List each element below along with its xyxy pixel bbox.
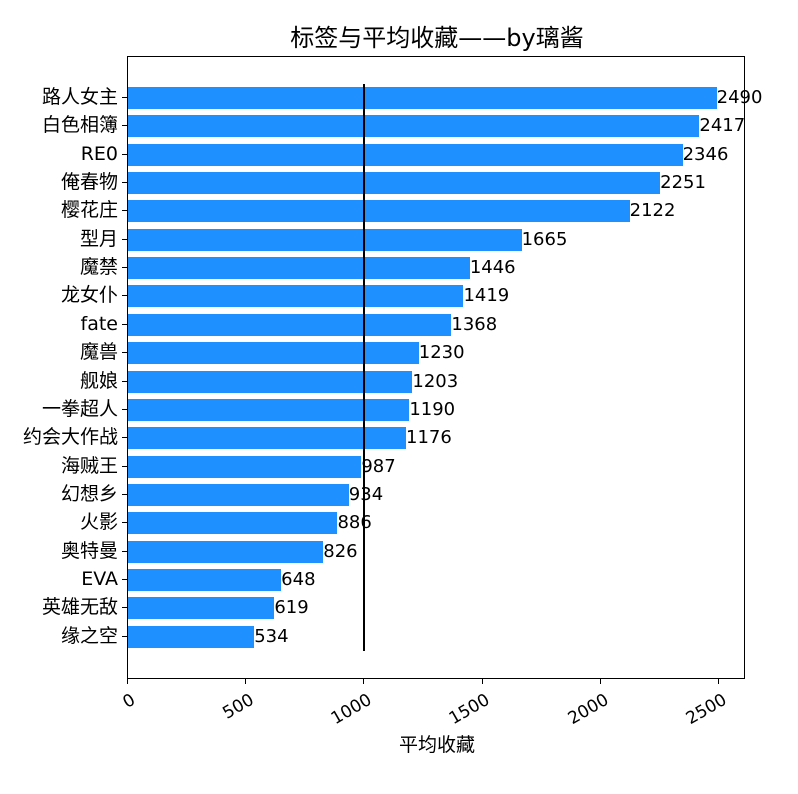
y-tick-label: 英雄无敌 [41,596,118,619]
y-tick [122,635,127,637]
y-tick-label: 樱花庄 [60,199,118,222]
bar [128,285,464,308]
y-tick [122,380,127,382]
bar [128,257,470,280]
x-tick-label: 500 [219,690,258,724]
y-tick [122,550,127,552]
bar-value-label: 648 [281,568,316,590]
y-tick-label: 路人女主 [41,86,118,108]
bar-value-label: 534 [254,625,289,647]
y-tick-label: fate [80,312,118,335]
y-tick-label: 约会大作战 [22,426,118,449]
x-tick [127,679,128,684]
y-tick [122,352,127,354]
x-tick [481,679,483,684]
y-tick-label: 白色相簿 [41,114,118,137]
chart-title: 标签与平均收藏——by璃酱 [290,24,584,52]
bar-value-label: 934 [348,483,384,505]
bar [128,115,700,138]
bar-value-label: 2346 [682,143,729,165]
bar [128,568,282,591]
reference-line [363,84,366,651]
y-tick-label: 舰娘 [79,369,118,392]
bar [128,313,452,336]
x-tick-label: 2500 [682,690,730,729]
y-tick-label: 缘之空 [60,624,118,647]
bar-value-label: 1419 [463,285,510,307]
bar [128,200,630,223]
y-tick-label: 魔禁 [79,256,118,279]
y-tick [122,153,127,155]
bar [128,512,338,535]
bar [128,427,406,450]
y-tick [122,493,127,495]
bar-value-label: 1230 [418,342,465,364]
bar [128,370,413,393]
bar [128,143,683,166]
y-tick-label: RE0 [80,142,118,165]
y-tick-label: 俺春物 [60,171,118,194]
y-tick [122,97,127,98]
bar-value-label: 1190 [409,398,456,420]
y-tick-label: 火影 [79,511,118,534]
bar [128,455,362,478]
bar-value-label: 886 [337,512,372,534]
bar [128,483,349,506]
x-tick [599,679,601,684]
x-tick-label: 2000 [564,690,612,729]
bar-value-label: 619 [274,597,309,619]
bar-value-label: 2251 [660,172,706,194]
y-tick [122,323,127,325]
y-tick [122,465,127,467]
x-tick [363,679,365,684]
x-tick [718,679,719,684]
x-tick-label: 1500 [446,690,494,729]
x-tick [245,679,247,684]
y-tick [122,267,127,269]
x-tick-label: 0 [119,690,139,713]
y-tick [122,578,127,580]
bar [128,342,419,365]
y-tick-label: 海贼王 [60,454,118,477]
y-tick-label: 魔兽 [79,341,118,364]
y-tick-label: 型月 [79,227,118,250]
bar-value-label: 1176 [406,427,452,449]
y-tick-label: 幻想乡 [60,482,118,505]
bar-value-label: 1446 [469,257,516,279]
bar [128,398,410,421]
bar-value-label: 987 [361,455,396,477]
y-tick [122,408,127,410]
y-tick [122,182,127,184]
bar-value-label: 1665 [521,228,568,250]
x-tick-label: 1000 [327,690,376,729]
bar [128,540,324,563]
y-tick [122,295,127,297]
y-tick [122,238,127,240]
y-tick [122,125,127,127]
bar-value-label: 1203 [412,370,459,392]
bar [128,172,661,195]
plot-area: 2490 2417 2346 2251 2122 1665 1446 1419 1368 1230… [127,56,762,679]
y-tick-label: 龙女仆 [60,284,118,307]
bar-value-label: 1368 [451,313,498,335]
bar [128,87,717,109]
y-tick [122,607,127,609]
bar [128,625,255,648]
y-tick [122,522,127,524]
bar-value-label: 826 [323,540,358,562]
bar [128,228,522,251]
x-axis-title: 平均收藏 [398,734,475,756]
bar-value-label: 2122 [629,200,676,222]
bar-value-label: 2490 [716,87,763,108]
bar-value-label: 2417 [699,115,746,137]
y-tick [122,437,127,439]
y-tick-label: EVA [81,567,118,590]
bar [128,597,275,620]
y-tick [122,210,127,212]
y-tick-label: 奥特曼 [60,539,118,562]
y-tick-label: 一拳超人 [41,397,118,420]
